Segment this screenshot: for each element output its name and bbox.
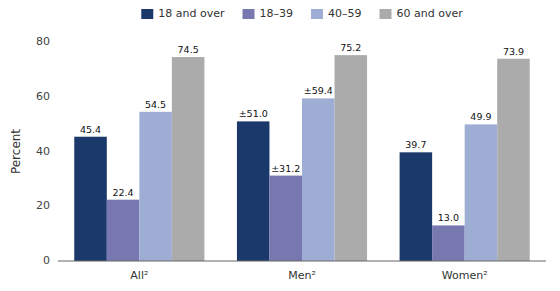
- legend-item: 40–59: [311, 7, 362, 20]
- legend-swatch: [243, 9, 255, 19]
- bar: [432, 225, 465, 261]
- legend-item: 60 and over: [380, 7, 464, 20]
- data-label: 54.5: [145, 99, 166, 110]
- bar: [335, 55, 368, 261]
- bars: [74, 55, 529, 261]
- data-label: 73.9: [503, 46, 524, 57]
- bar: [74, 137, 107, 261]
- chart: 0 20 40 60 80 Percent 45.4 ±51.0 39.7 22.4 ±31.2 13…: [0, 0, 560, 291]
- data-label: 74.5: [178, 44, 199, 55]
- x-tick-label: Women²: [442, 269, 488, 282]
- data-labels: 45.4 ±51.0 39.7 22.4 ±31.2 13.0 54.5 ±59.4 49.9 7…: [80, 42, 524, 223]
- legend-item: 18 and over: [141, 7, 225, 20]
- data-label: 75.2: [340, 42, 361, 53]
- data-label: 22.4: [112, 187, 133, 198]
- bar: [237, 121, 270, 261]
- x-axis: All² Men² Women²: [130, 269, 487, 282]
- legend-swatch: [380, 9, 392, 19]
- y-axis-label: Percent: [9, 129, 23, 174]
- legend-swatch: [141, 9, 153, 19]
- data-label: ±31.2: [271, 163, 300, 174]
- legend-swatch: [311, 9, 323, 19]
- data-label: ±59.4: [304, 85, 333, 96]
- bar: [302, 98, 335, 261]
- y-tick-label: 20: [36, 199, 50, 212]
- x-tick-label: All²: [130, 269, 148, 282]
- bar: [497, 59, 530, 261]
- legend-label: 18–39: [260, 7, 294, 20]
- y-tick-label: 0: [43, 254, 50, 267]
- legend-item: 18–39: [243, 7, 294, 20]
- data-label: 45.4: [80, 124, 101, 135]
- data-label: 39.7: [405, 139, 426, 150]
- bar: [269, 176, 302, 261]
- legend-label: 18 and over: [158, 7, 225, 20]
- data-label: ±51.0: [239, 108, 268, 119]
- bar: [172, 57, 205, 261]
- bar: [107, 200, 140, 261]
- y-axis: 0 20 40 60 80: [36, 35, 50, 267]
- x-axis-line: [58, 261, 546, 262]
- bar: [400, 152, 433, 261]
- bar: [465, 124, 498, 261]
- bar: [139, 112, 172, 261]
- data-label: 49.9: [470, 111, 491, 122]
- y-tick-label: 40: [36, 145, 50, 158]
- y-tick-label: 80: [36, 35, 50, 48]
- data-label: 13.0: [438, 212, 459, 223]
- y-tick-label: 60: [36, 90, 50, 103]
- legend-label: 40–59: [328, 7, 362, 20]
- legend: 18 and over 18–39 40–59 60 and over: [141, 7, 463, 20]
- legend-label: 60 and over: [397, 7, 464, 20]
- x-tick-label: Men²: [288, 269, 316, 282]
